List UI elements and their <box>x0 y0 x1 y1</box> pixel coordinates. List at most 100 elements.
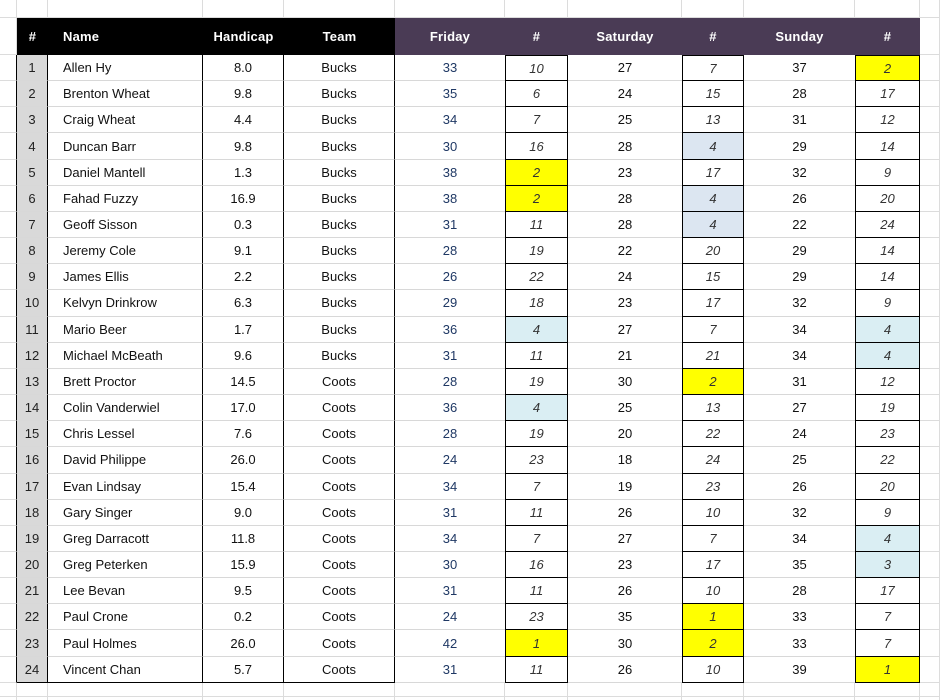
handicap-cell[interactable]: 9.6 <box>203 342 284 369</box>
saturday-score-cell[interactable]: 21 <box>568 342 682 369</box>
player-name-cell[interactable]: Daniel Mantell <box>48 159 203 186</box>
handicap-cell[interactable]: 9.8 <box>203 133 284 160</box>
friday-score-cell[interactable]: 35 <box>395 81 505 108</box>
saturday-score-cell[interactable]: 18 <box>568 447 682 474</box>
friday-rank-cell[interactable]: 1 <box>505 630 568 657</box>
friday-score-cell[interactable]: 30 <box>395 551 505 579</box>
player-name-cell[interactable]: Vincent Chan <box>48 656 203 683</box>
row-number-cell[interactable]: 22 <box>17 604 48 631</box>
sunday-score-cell[interactable]: 22 <box>744 211 855 239</box>
sunday-rank-cell[interactable]: 9 <box>855 290 920 317</box>
player-name-cell[interactable]: Lee Bevan <box>48 578 203 605</box>
friday-score-cell[interactable]: 28 <box>395 368 505 396</box>
handicap-cell[interactable]: 5.7 <box>203 656 284 683</box>
friday-rank-cell[interactable]: 11 <box>505 342 568 369</box>
sunday-score-cell[interactable]: 33 <box>744 630 855 657</box>
column-header-team[interactable]: Team <box>284 18 395 55</box>
team-cell[interactable]: Bucks <box>284 55 395 82</box>
handicap-cell[interactable]: 9.8 <box>203 81 284 108</box>
sunday-rank-cell[interactable]: 17 <box>855 81 920 108</box>
team-cell[interactable]: Coots <box>284 578 395 605</box>
team-cell[interactable]: Bucks <box>284 238 395 265</box>
sunday-rank-cell[interactable]: 17 <box>855 578 920 605</box>
saturday-score-cell[interactable]: 26 <box>568 499 682 526</box>
team-cell[interactable]: Bucks <box>284 185 395 212</box>
player-name-cell[interactable]: Allen Hy <box>48 55 203 82</box>
friday-rank-cell[interactable]: 16 <box>505 133 568 160</box>
saturday-score-cell[interactable]: 30 <box>568 368 682 396</box>
team-cell[interactable]: Coots <box>284 421 395 448</box>
handicap-cell[interactable]: 9.5 <box>203 578 284 605</box>
friday-rank-cell[interactable]: 11 <box>505 211 568 239</box>
saturday-rank-cell[interactable]: 17 <box>682 159 744 186</box>
team-cell[interactable]: Coots <box>284 368 395 396</box>
column-header-friday[interactable]: Friday <box>395 18 505 55</box>
sunday-rank-cell[interactable]: 22 <box>855 447 920 474</box>
saturday-rank-cell[interactable]: 13 <box>682 395 744 422</box>
handicap-cell[interactable]: 8.0 <box>203 55 284 82</box>
sunday-rank-cell[interactable]: 19 <box>855 395 920 422</box>
saturday-rank-cell[interactable]: 13 <box>682 107 744 134</box>
row-number-cell[interactable]: 15 <box>17 421 48 448</box>
row-number-cell[interactable]: 17 <box>17 473 48 500</box>
player-name-cell[interactable]: Brenton Wheat <box>48 81 203 108</box>
sunday-rank-cell[interactable]: 24 <box>855 211 920 239</box>
handicap-cell[interactable]: 14.5 <box>203 368 284 396</box>
friday-score-cell[interactable]: 29 <box>395 290 505 317</box>
team-cell[interactable]: Coots <box>284 473 395 500</box>
player-name-cell[interactable]: James Ellis <box>48 264 203 291</box>
row-number-cell[interactable]: 10 <box>17 290 48 317</box>
friday-rank-cell[interactable]: 18 <box>505 290 568 317</box>
friday-score-cell[interactable]: 36 <box>395 395 505 422</box>
sunday-score-cell[interactable]: 32 <box>744 159 855 186</box>
friday-score-cell[interactable]: 34 <box>395 107 505 134</box>
friday-score-cell[interactable]: 31 <box>395 211 505 239</box>
friday-score-cell[interactable]: 30 <box>395 133 505 160</box>
row-number-cell[interactable]: 12 <box>17 342 48 369</box>
sunday-score-cell[interactable]: 34 <box>744 525 855 552</box>
player-name-cell[interactable]: Jeremy Cole <box>48 238 203 265</box>
row-number-cell[interactable]: 6 <box>17 185 48 212</box>
handicap-cell[interactable]: 9.1 <box>203 238 284 265</box>
player-name-cell[interactable]: Michael McBeath <box>48 342 203 369</box>
column-header-saturday[interactable]: Saturday <box>568 18 682 55</box>
sunday-rank-cell[interactable]: 12 <box>855 107 920 134</box>
sunday-rank-cell[interactable]: 23 <box>855 421 920 448</box>
saturday-score-cell[interactable]: 26 <box>568 578 682 605</box>
team-cell[interactable]: Coots <box>284 395 395 422</box>
player-name-cell[interactable]: Evan Lindsay <box>48 473 203 500</box>
friday-rank-cell[interactable]: 11 <box>505 499 568 526</box>
row-number-cell[interactable]: 8 <box>17 238 48 265</box>
saturday-rank-cell[interactable]: 23 <box>682 473 744 500</box>
saturday-rank-cell[interactable]: 10 <box>682 578 744 605</box>
saturday-score-cell[interactable]: 24 <box>568 264 682 291</box>
team-cell[interactable]: Coots <box>284 656 395 683</box>
player-name-cell[interactable]: Paul Holmes <box>48 630 203 657</box>
sunday-rank-cell[interactable]: 4 <box>855 342 920 369</box>
handicap-cell[interactable]: 15.9 <box>203 551 284 579</box>
team-cell[interactable]: Bucks <box>284 316 395 343</box>
row-number-cell[interactable]: 11 <box>17 316 48 343</box>
column-header-sunday-rank[interactable]: # <box>855 18 920 55</box>
friday-rank-cell[interactable]: 19 <box>505 368 568 396</box>
player-name-cell[interactable]: Duncan Barr <box>48 133 203 160</box>
saturday-rank-cell[interactable]: 7 <box>682 525 744 552</box>
friday-score-cell[interactable]: 31 <box>395 578 505 605</box>
saturday-score-cell[interactable]: 22 <box>568 238 682 265</box>
saturday-rank-cell[interactable]: 7 <box>682 55 744 82</box>
saturday-rank-cell[interactable]: 10 <box>682 656 744 683</box>
row-number-cell[interactable]: 5 <box>17 159 48 186</box>
team-cell[interactable]: Coots <box>284 551 395 579</box>
friday-rank-cell[interactable]: 4 <box>505 395 568 422</box>
sunday-rank-cell[interactable]: 20 <box>855 185 920 212</box>
sunday-rank-cell[interactable]: 9 <box>855 159 920 186</box>
row-number-cell[interactable]: 1 <box>17 55 48 82</box>
friday-score-cell[interactable]: 24 <box>395 604 505 631</box>
friday-rank-cell[interactable]: 11 <box>505 578 568 605</box>
handicap-cell[interactable]: 26.0 <box>203 630 284 657</box>
sunday-score-cell[interactable]: 31 <box>744 107 855 134</box>
sunday-score-cell[interactable]: 26 <box>744 185 855 212</box>
friday-rank-cell[interactable]: 2 <box>505 159 568 186</box>
saturday-score-cell[interactable]: 30 <box>568 630 682 657</box>
sunday-score-cell[interactable]: 32 <box>744 499 855 526</box>
